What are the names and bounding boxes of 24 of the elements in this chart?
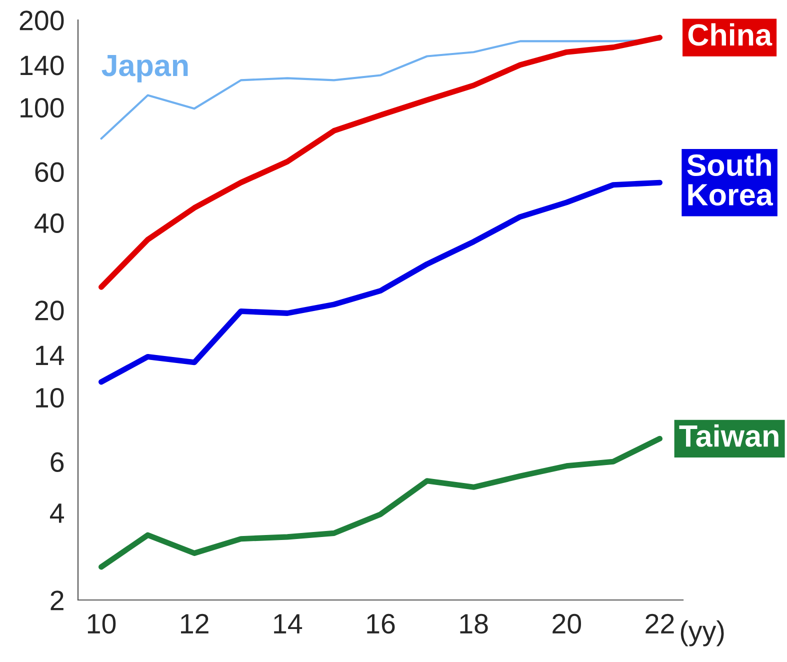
series-label: Taiwan <box>679 424 778 447</box>
x-tick-label: 22 <box>646 614 674 634</box>
x-tick-label: 20 <box>552 614 582 634</box>
series-label: China <box>688 23 772 46</box>
x-tick-label: 18 <box>460 614 488 634</box>
x-tick-label: 16 <box>367 614 395 634</box>
y-tick-label: 10 <box>36 388 64 408</box>
x-tick-label: 12 <box>181 614 208 634</box>
y-tick-label: 20 <box>35 300 64 320</box>
y-tick-label: 140 <box>20 56 64 76</box>
y-tick-label: 4 <box>50 504 64 523</box>
y-tick-label: 100 <box>20 98 64 118</box>
x-tick-label: 14 <box>274 614 302 634</box>
y-tick-label: 200 <box>20 10 64 30</box>
series-label: Japan <box>102 54 188 82</box>
y-tick-label: 2 <box>50 590 64 610</box>
x-tick-label: 10 <box>88 614 116 634</box>
y-tick-label: 60 <box>35 162 64 182</box>
x-axis-title: (yy) <box>680 620 724 646</box>
series-label: South Korea <box>687 154 774 206</box>
y-tick-label: 14 <box>36 346 64 365</box>
y-tick-label: 6 <box>50 452 64 472</box>
y-tick-label: 40 <box>34 213 64 234</box>
line-series <box>100 38 661 140</box>
